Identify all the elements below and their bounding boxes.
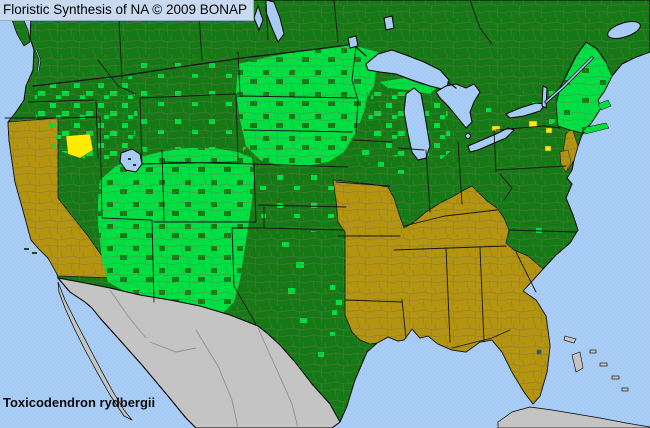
lake-superior: [365, 49, 450, 91]
channel-island: [24, 248, 29, 250]
lake-ontario: [505, 102, 548, 119]
mexico-state-borders: [109, 289, 299, 428]
lake-of-the-woods: [347, 35, 359, 49]
lake-manitoba: [253, 4, 264, 32]
baja-california: [57, 281, 133, 421]
rare-county-markers: [65, 120, 553, 159]
lake-champlain: [541, 85, 548, 109]
lake-okeechobee: [536, 349, 542, 355]
lake-michigan: [403, 87, 431, 161]
great-salt-lake: [119, 148, 143, 173]
political-borders: [4, 0, 607, 349]
mexico-mainland: [57, 277, 341, 428]
cuba: [497, 406, 650, 428]
great-lakes: [34, 0, 641, 355]
species-name-label: Toxicodendron rydbergii: [3, 395, 156, 410]
ontario-rare-county: [491, 125, 501, 132]
gulf-of-st-lawrence: [607, 21, 641, 39]
map-title: Floristic Synthesis of NA © 2009 BONAP: [0, 0, 255, 21]
nevada-rare-county: [65, 133, 94, 159]
state-borders-plains: [231, 95, 357, 325]
lake-st-clair: [465, 133, 471, 139]
lake-huron: [435, 83, 481, 129]
bahamas: [563, 335, 629, 392]
outside-range-land: [57, 277, 650, 428]
lake-nipigon: [383, 15, 395, 31]
state-borders-west: [4, 51, 257, 303]
pennsylvania-rare-county: [545, 127, 553, 134]
new-york-rare-county: [528, 120, 538, 128]
us-canada-border: [32, 41, 607, 89]
province-borders: [117, 0, 493, 79]
state-borders-south: [337, 209, 537, 349]
lake-erie: [467, 127, 515, 153]
state-borders-midwest: [335, 45, 577, 233]
maryland-rare-county: [544, 145, 552, 152]
channel-island: [32, 252, 37, 254]
